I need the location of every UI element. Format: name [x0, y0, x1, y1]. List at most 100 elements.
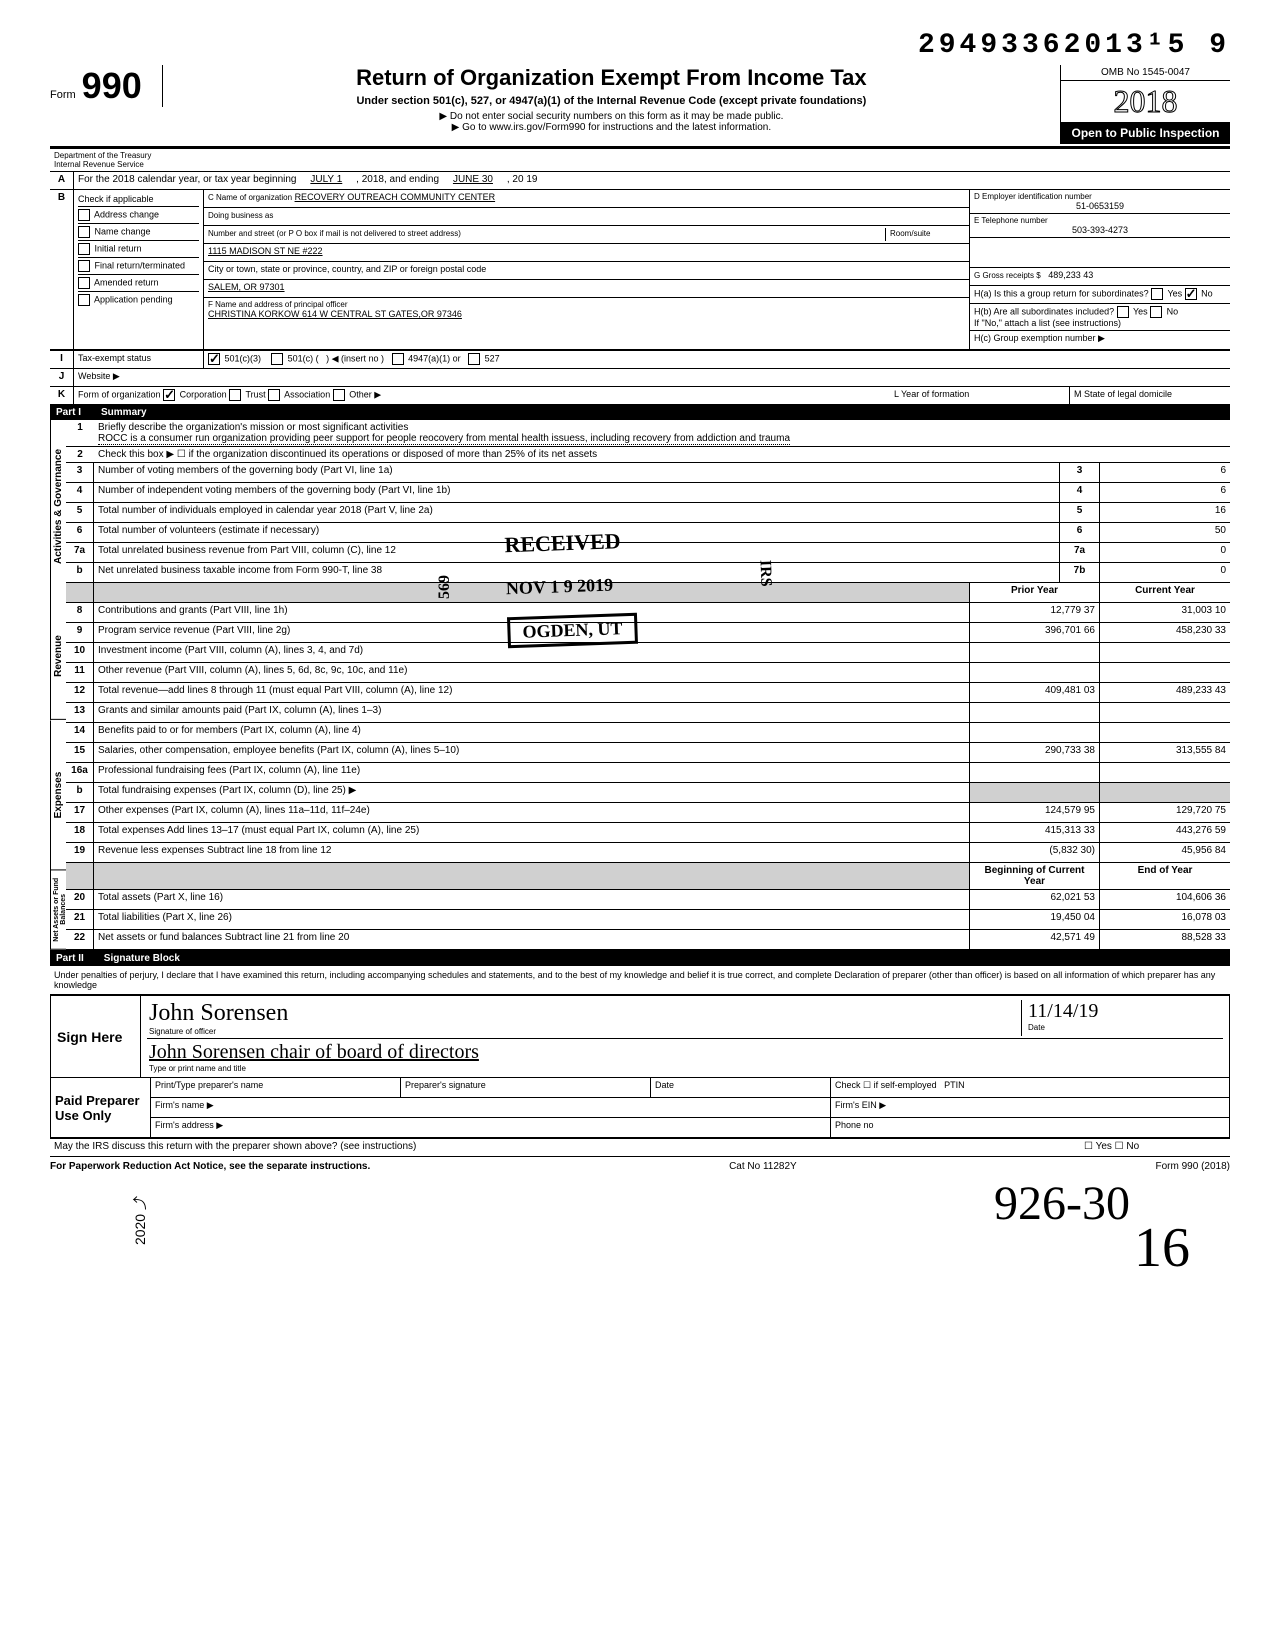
l11: Other revenue (Part VIII, column (A), li… — [94, 663, 970, 683]
org-name: RECOVERY OUTREACH COMMUNITY CENTER — [295, 192, 496, 202]
title-note2: ▶ Go to www.irs.gov/Form990 for instruct… — [173, 122, 1050, 133]
f-officer: F Name and address of principal officer … — [204, 298, 969, 321]
sig-row2: John Sorensen chair of board of director… — [147, 1039, 1223, 1075]
cb-other[interactable] — [333, 389, 345, 401]
omb-number: OMB No 1545-0047 — [1061, 65, 1230, 81]
part1-header: Part I Summary — [50, 405, 1230, 420]
form-ref: Form 990 (2018) — [1156, 1161, 1230, 1172]
i-label: Tax-exempt status — [74, 351, 204, 368]
prep-c4-c5: Check ☐ if self-employed PTIN — [831, 1078, 1229, 1098]
l7b: Net unrelated business taxable income fr… — [94, 563, 1060, 583]
letter-i: I — [50, 351, 74, 368]
h-a: H(a) Is this a group return for subordin… — [970, 286, 1230, 304]
col-curr: Current Year — [1100, 583, 1230, 603]
col-prior: Prior Year — [970, 583, 1100, 603]
paid-preparer-block: Paid Preparer Use Only Print/Type prepar… — [50, 1078, 1230, 1139]
a-tail: , 20 19 — [507, 174, 538, 185]
form-number-block: Form 990 — [50, 65, 163, 107]
part1-label: Part I — [56, 407, 81, 418]
l12: Total revenue—add lines 8 through 11 (mu… — [94, 683, 970, 703]
cb-501c[interactable] — [271, 353, 283, 365]
cb-final-return[interactable]: Final return/terminated — [78, 258, 199, 275]
l17: Other expenses (Part IX, column (A), lin… — [94, 803, 970, 823]
org-city: SALEM, OR 97301 — [204, 280, 969, 298]
a-label: For the 2018 calendar year, or tax year … — [78, 174, 296, 185]
l6: Total number of volunteers (estimate if … — [94, 523, 1060, 543]
discuss-yn: ☐ Yes ☐ No — [1080, 1139, 1230, 1156]
v7a: 0 — [1100, 543, 1230, 563]
prep-firm-ein: Firm's EIN ▶ — [831, 1098, 1229, 1118]
part2-header: Part II Signature Block — [50, 951, 1230, 966]
open-public-badge: Open to Public Inspection — [1061, 122, 1230, 144]
cb-assoc[interactable] — [268, 389, 280, 401]
v6: 50 — [1100, 523, 1230, 543]
dept-row: Department of the Treasury Internal Reve… — [50, 148, 1230, 172]
cb-corp[interactable] — [163, 389, 175, 401]
l14: Benefits paid to or for members (Part IX… — [94, 723, 970, 743]
letter-j: J — [50, 369, 74, 386]
h-c: H(c) Group exemption number ▶ — [970, 331, 1230, 349]
cb-app-pending[interactable]: Application pending — [78, 292, 199, 308]
officer-name: CHRISTINA KORKOW 614 W CENTRAL ST GATES,… — [208, 309, 965, 319]
cb-4947[interactable] — [392, 353, 404, 365]
l13: Grants and similar amounts paid (Part IX… — [94, 703, 970, 723]
cb-address-change[interactable]: Address change — [78, 207, 199, 224]
sign-date: 11/14/19 — [1028, 1000, 1221, 1023]
col-end: End of Year — [1100, 863, 1230, 890]
l3: Number of voting members of the governin… — [94, 463, 1060, 483]
gross-receipts: 489,233 43 — [1048, 270, 1093, 280]
cb-527[interactable] — [468, 353, 480, 365]
cb-501c3[interactable] — [208, 353, 220, 365]
part2-title: Signature Block — [104, 953, 180, 964]
i-options: 501(c)(3) 501(c) ( ) ◀ (insert no ) 4947… — [204, 351, 1230, 368]
summary-body: RECEIVED NOV 1 9 2019 OGDEN, UT IRS 569 … — [66, 420, 1230, 950]
bottom-marks: 2020 ⤴ 926-30 16 — [50, 1176, 1230, 1296]
check-if-applicable: Check if applicable Address change Name … — [74, 190, 204, 350]
blank-cell — [970, 238, 1230, 268]
c-name-row: C Name of organization RECOVERY OUTREACH… — [204, 190, 969, 208]
prep-firm-name: Firm's name ▶ — [151, 1098, 831, 1118]
cb-amended[interactable]: Amended return — [78, 275, 199, 292]
prep-c1: Print/Type preparer's name — [151, 1078, 401, 1098]
l1-label: Briefly describe the organization's miss… — [98, 422, 408, 433]
part2-label: Part II — [56, 953, 84, 964]
lines-3-7: 3Number of voting members of the governi… — [66, 463, 1230, 583]
line-2: 2 Check this box ▶ ☐ if the organization… — [66, 447, 1230, 463]
declaration-text: Under penalties of perjury, I declare th… — [50, 966, 1230, 995]
l20: Total assets (Part X, line 16) — [94, 890, 970, 910]
l18: Total expenses Add lines 13–17 (must equ… — [94, 823, 970, 843]
v3: 6 — [1100, 463, 1230, 483]
org-address: 1115 MADISON ST NE #222 — [204, 244, 969, 262]
right-info-col: D Employer identification number 51-0653… — [970, 190, 1230, 350]
prep-c2: Preparer's signature — [401, 1078, 651, 1098]
a-end: JUNE 30 — [453, 174, 493, 185]
l7a: Total unrelated business revenue from Pa… — [94, 543, 1060, 563]
v7b: 0 — [1100, 563, 1230, 583]
letter-k: K — [50, 387, 74, 404]
l19: Revenue less expenses Subtract line 18 f… — [94, 843, 970, 863]
line-1: 1 Briefly describe the organization's mi… — [66, 420, 1230, 447]
part1-title: Summary — [101, 407, 147, 418]
page-stamp-number: 29493362013¹5 9 — [50, 30, 1230, 61]
col-begin: Beginning of Current Year — [970, 863, 1100, 890]
line-a-text: For the 2018 calendar year, or tax year … — [74, 172, 1230, 189]
year-stamp: 2020 ⤴ — [130, 1196, 150, 1245]
k-year-formation: L Year of formation — [890, 387, 1070, 404]
cb-name-change[interactable]: Name change — [78, 224, 199, 241]
k-options: Form of organization Corporation Trust A… — [74, 387, 890, 404]
side-labels: Activities & Governance Revenue Expenses… — [50, 420, 66, 950]
mission-text: ROCC is a consumer run organization prov… — [98, 433, 790, 445]
phone-value: 503-393-4273 — [974, 225, 1226, 235]
l16b: Total fundraising expenses (Part IX, col… — [94, 783, 970, 803]
side-exp: Expenses — [50, 720, 66, 870]
c-addr-row: Number and street (or P O box if mail is… — [204, 226, 969, 244]
dept-line2: Internal Revenue Service — [54, 160, 186, 169]
letter-a: A — [50, 172, 74, 189]
form-990-page: 29493362013¹5 9 Form 990 Return of Organ… — [50, 30, 1230, 1296]
officer-signature: John Sorensen — [149, 1000, 1021, 1027]
dept-treasury: Department of the Treasury Internal Reve… — [50, 149, 190, 171]
cb-trust[interactable] — [229, 389, 241, 401]
l10: Investment income (Part VIII, column (A)… — [94, 643, 970, 663]
cb-initial-return[interactable]: Initial return — [78, 241, 199, 258]
sign-right: John Sorensen Signature of officer 11/14… — [141, 996, 1229, 1077]
